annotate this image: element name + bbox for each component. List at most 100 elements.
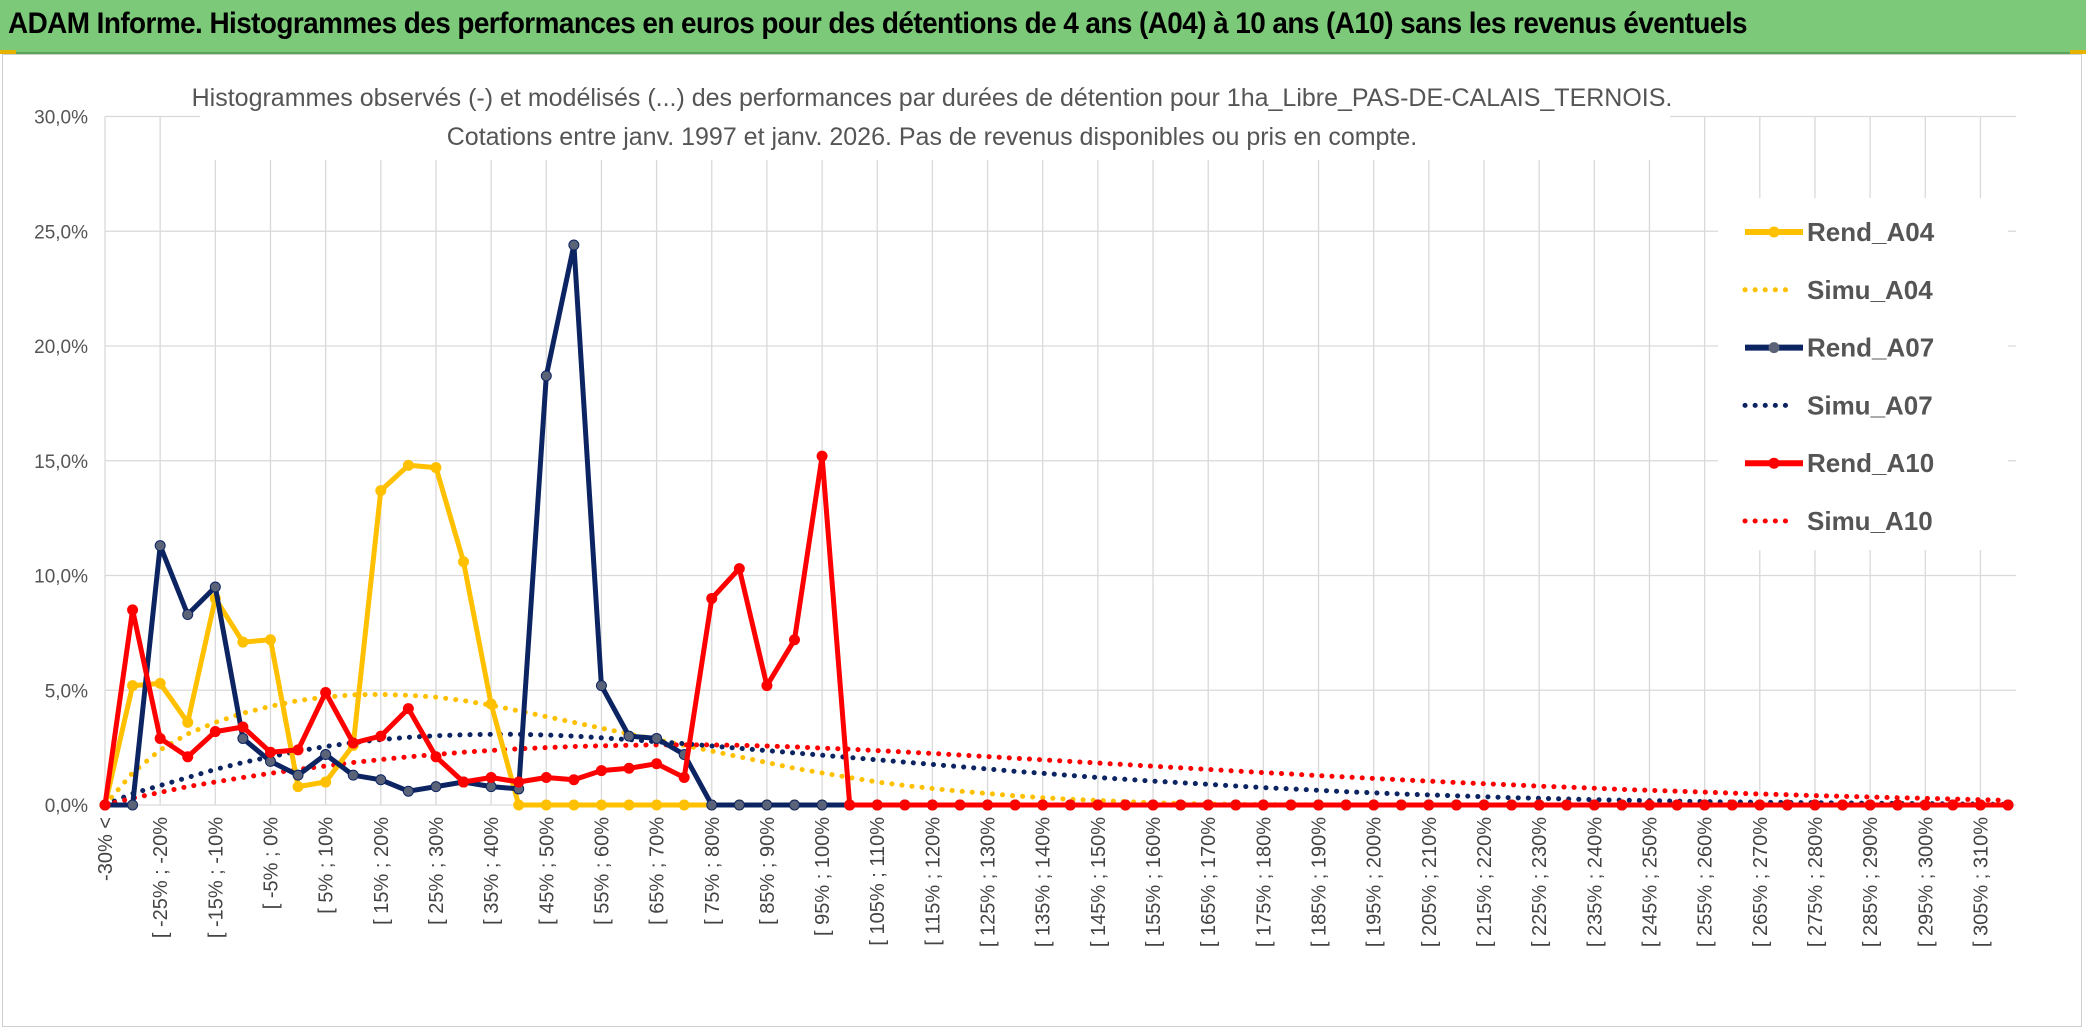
data-point <box>375 774 387 786</box>
y-tick-label: 0,0% <box>45 796 88 817</box>
x-tick-label: [ 185% ; 190% <box>1309 817 1331 947</box>
data-point <box>264 634 276 646</box>
data-point <box>733 563 745 575</box>
data-point <box>402 703 414 715</box>
data-point <box>568 239 580 251</box>
data-point <box>1671 799 1683 811</box>
x-tick-label: [ 295% ; 300% <box>1915 817 1937 947</box>
data-point <box>982 799 994 811</box>
data-point <box>844 799 856 811</box>
data-point <box>292 781 304 793</box>
series-simu-a07 <box>102 731 2011 808</box>
data-point <box>1368 799 1380 811</box>
data-point <box>99 799 111 811</box>
corner-accent-left <box>0 50 16 54</box>
data-point <box>1257 799 1269 811</box>
data-point <box>651 732 663 744</box>
data-point <box>292 744 304 756</box>
x-tick-label: [ 255% ; 260% <box>1695 817 1717 947</box>
data-point <box>1037 799 1049 811</box>
legend-label: Rend_A04 <box>1807 217 1935 247</box>
data-point <box>320 749 332 761</box>
data-point <box>1423 799 1435 811</box>
data-point <box>678 799 690 811</box>
data-point <box>347 737 359 749</box>
data-point <box>1864 799 1876 811</box>
page-title: ADAM Informe. Histogrammes des performan… <box>8 7 1748 40</box>
data-point <box>1395 799 1407 811</box>
data-point <box>347 769 359 781</box>
data-point <box>816 450 828 462</box>
chart-frame <box>2 54 2082 1027</box>
data-point <box>1726 799 1738 811</box>
data-point <box>182 716 194 728</box>
x-tick-label: [ 285% ; 290% <box>1860 817 1882 947</box>
data-point <box>568 774 580 786</box>
legend-label: Rend_A10 <box>1807 448 1934 478</box>
data-point <box>1588 799 1600 811</box>
legend-marker <box>1768 226 1780 238</box>
chart-subtitle-line-2: Cotations entre janv. 1997 et janv. 2026… <box>447 123 1418 151</box>
data-point <box>1202 799 1214 811</box>
data-point <box>1119 799 1131 811</box>
data-point <box>1974 799 1986 811</box>
x-tick-label: [ 155% ; 160% <box>1143 817 1165 947</box>
chart-legend: Rend_A04 Simu_A04 Rend_A07 Simu_A07 Rend_A10… <box>1742 217 1935 536</box>
data-point <box>237 732 249 744</box>
series-line <box>102 453 2008 808</box>
data-point <box>1643 799 1655 811</box>
x-tick-label: -30% < <box>95 817 117 881</box>
x-tick-label: [ 25% ; 30% <box>426 817 448 925</box>
data-point <box>540 370 552 382</box>
x-tick-label: [ 125% ; 130% <box>978 817 1000 947</box>
data-point <box>678 771 690 783</box>
series-simu-a04 <box>102 691 2011 808</box>
data-point <box>264 746 276 758</box>
data-point <box>320 687 332 699</box>
legend-marker <box>1768 457 1780 469</box>
data-point <box>1947 799 1959 811</box>
data-point <box>2002 799 2014 811</box>
x-tick-label: [ -25% ; -20% <box>150 817 172 938</box>
data-point <box>127 680 139 692</box>
series-simu-a10 <box>102 742 2011 808</box>
data-point <box>402 459 414 471</box>
x-tick-label: [ 275% ; 280% <box>1805 817 1827 947</box>
legend-marker <box>1768 342 1780 354</box>
legend-label: Simu_A07 <box>1807 390 1933 420</box>
x-tick-label: [ 215% ; 220% <box>1474 817 1496 947</box>
data-point <box>623 730 635 742</box>
data-point <box>623 762 635 774</box>
data-point <box>789 634 800 646</box>
data-point <box>375 730 387 742</box>
data-point <box>1699 799 1711 811</box>
x-tick-label: [ 265% ; 270% <box>1750 817 1772 947</box>
x-tick-label: [ 55% ; 60% <box>591 817 613 925</box>
data-point <box>623 799 635 811</box>
y-tick-label: 30,0% <box>34 108 88 129</box>
data-point <box>485 771 497 783</box>
x-tick-label: [ 115% ; 120% <box>922 817 944 946</box>
data-point <box>706 592 718 604</box>
data-point <box>816 799 828 811</box>
x-tick-label: [ 65% ; 70% <box>647 817 669 925</box>
data-point <box>182 609 194 621</box>
x-tick-label: [ 305% ; 310% <box>1970 817 1992 947</box>
data-point <box>1009 799 1021 811</box>
legend-label: Simu_A10 <box>1807 506 1933 536</box>
data-point <box>430 781 442 793</box>
data-point <box>320 776 332 788</box>
chart-subtitle-line-1: Histogrammes observés (-) et modélisés (… <box>192 84 1673 112</box>
legend-item-simu-a10: Simu_A10 <box>1742 506 1933 536</box>
data-point <box>458 556 470 568</box>
data-point <box>1809 799 1821 811</box>
data-point <box>706 799 718 811</box>
y-tick-label: 20,0% <box>34 337 88 358</box>
data-point <box>237 636 249 648</box>
x-tick-label: [ 245% ; 250% <box>1639 817 1661 947</box>
x-tick-label: [ 165% ; 170% <box>1198 817 1220 947</box>
legend-item-simu-a04: Simu_A04 <box>1742 275 1933 305</box>
data-point <box>595 799 607 811</box>
x-tick-label: [ 75% ; 80% <box>702 817 724 925</box>
